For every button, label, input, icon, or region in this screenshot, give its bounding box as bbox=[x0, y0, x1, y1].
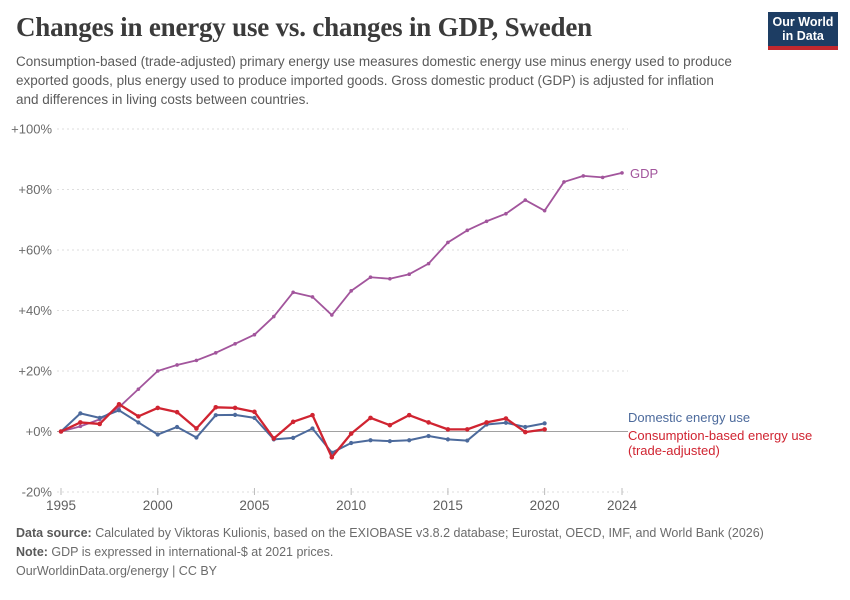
svg-text:-20%: -20% bbox=[22, 485, 53, 500]
footer-url[interactable]: OurWorldinData.org/energy | CC BY bbox=[16, 564, 218, 578]
data-source-text: Calculated by Viktoras Kulionis, based o… bbox=[91, 526, 764, 540]
data-source-line: Data source: Calculated by Viktoras Kuli… bbox=[16, 526, 764, 540]
svg-text:2010: 2010 bbox=[336, 498, 366, 513]
series-label-consumption-energy: Consumption-based energy use (trade-adju… bbox=[628, 428, 812, 458]
chart-subtitle: Consumption-based (trade-adjusted) prima… bbox=[16, 54, 732, 108]
svg-text:+60%: +60% bbox=[18, 243, 52, 258]
svg-text:2024: 2024 bbox=[607, 498, 638, 513]
svg-text:+40%: +40% bbox=[18, 303, 52, 318]
page-title: Changes in energy use vs. changes in GDP… bbox=[16, 12, 592, 42]
owid-logo-line2: in Data bbox=[782, 29, 824, 43]
svg-text:+0%: +0% bbox=[26, 424, 53, 439]
svg-text:2000: 2000 bbox=[143, 498, 173, 513]
svg-text:+20%: +20% bbox=[18, 364, 52, 379]
series-label-domestic-energy: Domestic energy use bbox=[628, 410, 751, 425]
note-line: Note: GDP is expressed in international-… bbox=[16, 545, 333, 559]
data-source-label: Data source: bbox=[16, 526, 92, 540]
owid-logo[interactable]: Our World in Data bbox=[768, 12, 838, 50]
note-label: Note: bbox=[16, 545, 48, 559]
svg-text:+100%: +100% bbox=[11, 122, 52, 137]
series-label-gdp: GDP bbox=[630, 166, 659, 181]
svg-text:1995: 1995 bbox=[46, 498, 76, 513]
svg-text:2005: 2005 bbox=[239, 498, 269, 513]
svg-text:+80%: +80% bbox=[18, 182, 52, 197]
svg-text:2015: 2015 bbox=[433, 498, 463, 513]
series-label-consumption-line1: Consumption-based energy use bbox=[628, 428, 813, 443]
svg-text:2020: 2020 bbox=[530, 498, 560, 513]
owid-logo-line1: Our World bbox=[772, 14, 834, 29]
series-label-consumption-line2: (trade-adjusted) bbox=[628, 443, 720, 458]
note-text: GDP is expressed in international-$ at 2… bbox=[47, 545, 334, 559]
